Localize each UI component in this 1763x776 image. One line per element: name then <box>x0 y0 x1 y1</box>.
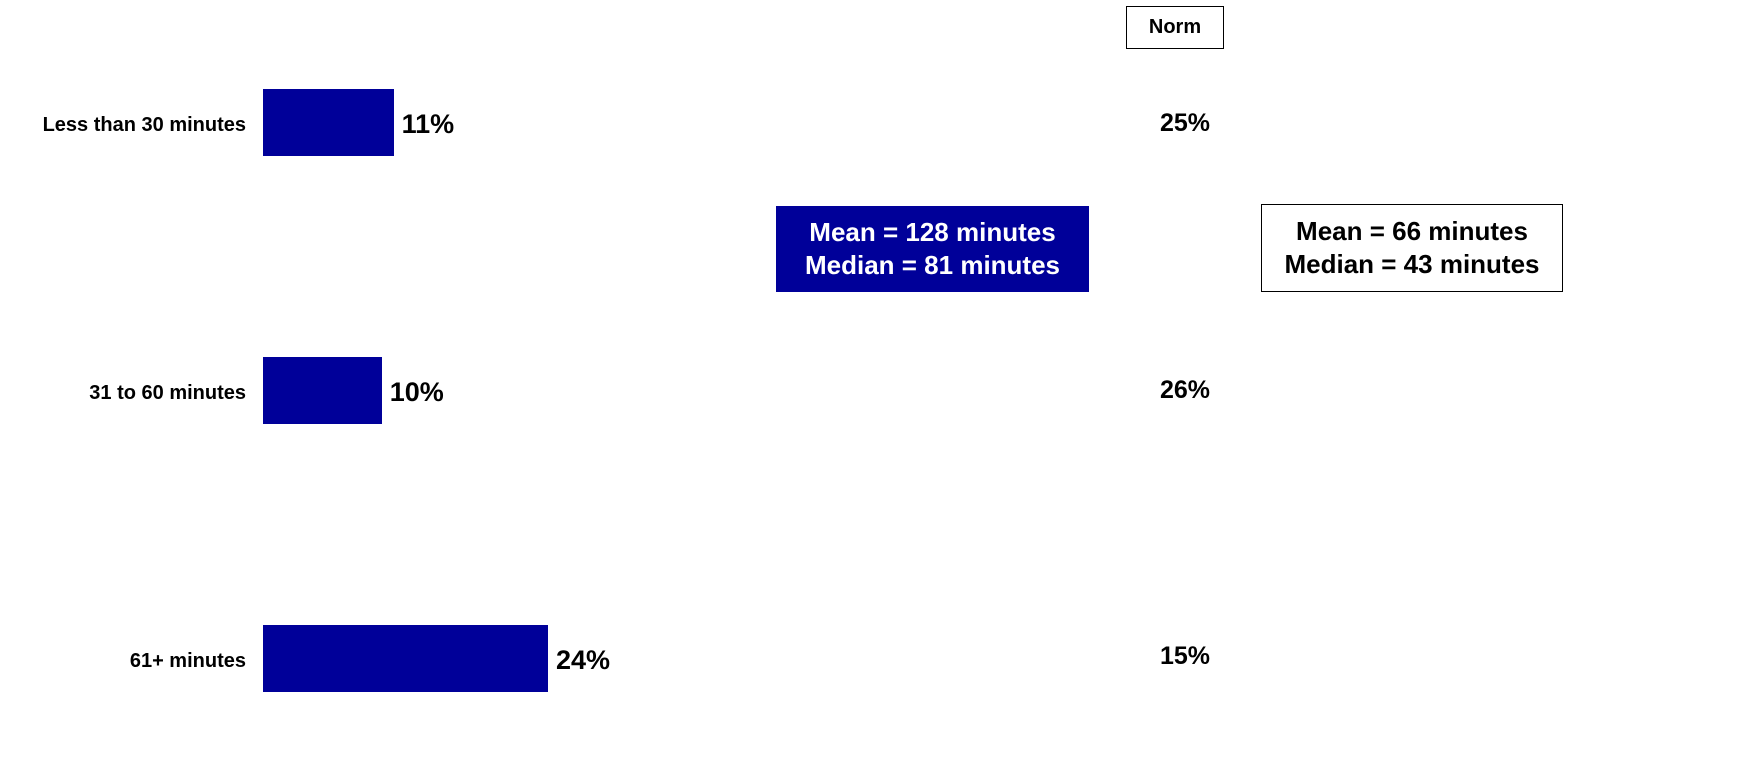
median-label: Median = 81 minutes <box>804 250 1061 280</box>
mean-median-box: Mean = 128 minutes Median = 81 minutes <box>776 206 1089 292</box>
norm-value-label: 15% <box>1159 642 1211 670</box>
bar <box>263 357 382 424</box>
category-label: Less than 30 minutes <box>42 113 246 136</box>
norm-mean-label: Mean = 66 minutes <box>1296 216 1528 246</box>
category-label: 31 to 60 minutes <box>89 381 246 404</box>
norm-value-label: 26% <box>1159 376 1211 404</box>
norm-mean-median-box: Mean = 66 minutes Median = 43 minutes <box>1261 204 1563 292</box>
norm-value-label: 25% <box>1159 109 1211 137</box>
bar-value-label: 10% <box>389 376 444 407</box>
bar <box>263 89 394 156</box>
bar <box>263 625 548 692</box>
mean-label: Mean = 128 minutes <box>809 217 1056 247</box>
category-label: 61+ minutes <box>129 649 246 672</box>
norm-header: Norm <box>1126 6 1224 49</box>
norm-median-label: Median = 43 minutes <box>1284 249 1540 279</box>
bar-value-label: 24% <box>556 644 611 675</box>
bar-value-label: 11% <box>401 108 455 139</box>
